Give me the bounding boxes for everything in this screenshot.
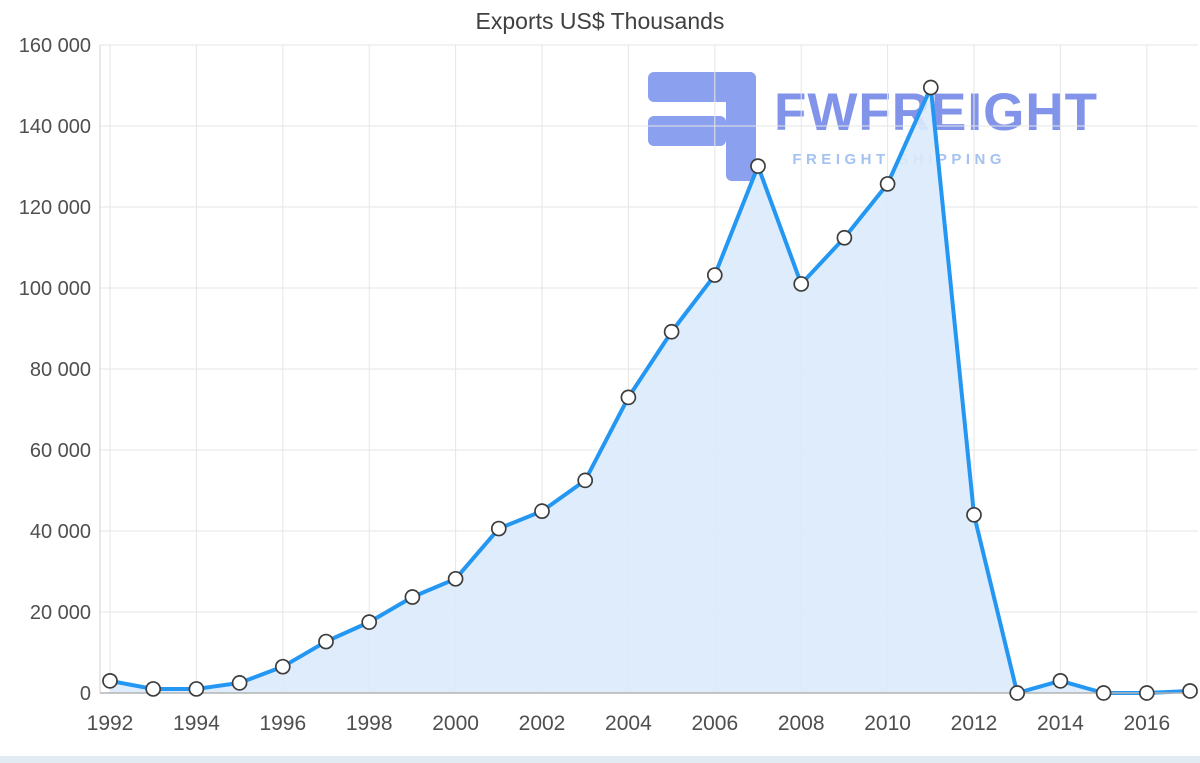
y-axis-label: 20 000 (30, 602, 91, 624)
data-point-marker[interactable] (145, 681, 162, 697)
data-point-marker[interactable] (274, 658, 291, 675)
data-point-marker[interactable] (102, 672, 118, 689)
y-axis-label: 100 000 (19, 278, 91, 300)
data-point-marker[interactable] (793, 276, 810, 292)
data-point-marker[interactable] (361, 614, 378, 630)
data-point-marker[interactable] (231, 675, 248, 691)
data-point-marker[interactable] (188, 681, 205, 697)
x-axis-label: 2012 (951, 712, 998, 735)
logo-glyph-shape (648, 116, 726, 146)
y-axis-label: 160 000 (19, 35, 91, 57)
data-point-marker[interactable] (663, 323, 680, 340)
chart-title: Exports US$ Thousands (475, 8, 725, 34)
x-axis-label: 2004 (605, 712, 652, 735)
data-point-marker[interactable] (447, 570, 464, 587)
y-axis-label: 60 000 (30, 440, 91, 462)
data-point-marker[interactable] (922, 79, 939, 96)
data-point-marker[interactable] (577, 472, 594, 489)
x-axis-label: 2010 (864, 712, 911, 735)
y-axis-label: 0 (80, 683, 91, 705)
data-point-marker[interactable] (404, 589, 421, 605)
data-point-marker[interactable] (750, 158, 766, 174)
data-point-marker[interactable] (1052, 672, 1069, 689)
data-point-marker[interactable] (1095, 685, 1112, 701)
x-axis-label: 1994 (173, 712, 220, 735)
x-axis-label: 1992 (87, 712, 134, 735)
data-point-marker[interactable] (966, 506, 982, 523)
data-point-marker[interactable] (1182, 683, 1198, 699)
y-axis-label: 80 000 (30, 359, 91, 381)
data-point-marker[interactable] (490, 520, 507, 537)
y-axis-label: 40 000 (30, 521, 91, 543)
y-axis-label: 140 000 (19, 116, 91, 138)
data-point-marker[interactable] (620, 389, 637, 406)
x-axis-label: 2014 (1037, 712, 1084, 735)
x-axis-label: 1996 (259, 712, 306, 735)
x-axis-label: 2002 (519, 712, 566, 735)
data-point-marker[interactable] (1138, 685, 1155, 701)
x-axis-label: 2008 (778, 712, 825, 735)
horizontal-scrollbar[interactable] (0, 756, 1200, 763)
data-point-marker[interactable] (836, 229, 853, 246)
data-point-marker[interactable] (706, 267, 723, 283)
x-axis-label: 2016 (1123, 712, 1170, 735)
x-axis-label: 1998 (346, 712, 393, 735)
data-point-marker[interactable] (879, 176, 896, 192)
data-point-marker[interactable] (1009, 685, 1026, 701)
data-point-marker[interactable] (318, 633, 334, 650)
area-fill (110, 87, 1190, 693)
y-axis-label: 120 000 (19, 197, 91, 219)
x-axis-label: 2000 (432, 712, 479, 735)
data-point-marker[interactable] (534, 503, 550, 520)
x-axis-label: 2006 (691, 712, 738, 735)
trend-line (108, 85, 1192, 695)
brand-watermark: FWFREIGHT FREIGHT SHIPPING (646, 70, 1098, 183)
